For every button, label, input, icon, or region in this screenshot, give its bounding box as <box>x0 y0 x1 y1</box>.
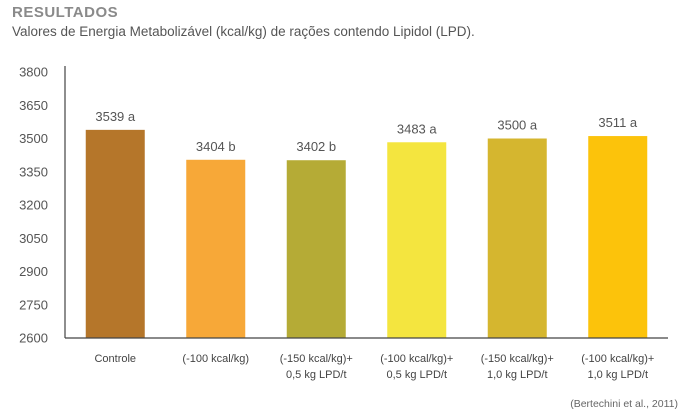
y-axis-ticks: 2600 2750 2900 3050 3200 3350 3500 3650 3800 <box>19 65 48 346</box>
x-tick-label: Controle <box>94 353 136 365</box>
bar <box>588 136 648 338</box>
data-label: 3539 a <box>95 109 136 124</box>
y-tick-label: 2600 <box>19 331 48 346</box>
bar <box>85 129 145 338</box>
bars <box>85 129 648 338</box>
x-tick-label: (-150 kcal/kg)+ 0,5 kg LPD/t <box>280 353 353 381</box>
bar <box>387 142 447 338</box>
data-label: 3402 b <box>296 139 336 154</box>
data-labels: 3539 a 3404 b 3402 b 3483 a 3500 a 3511 a <box>95 109 638 154</box>
data-label: 3500 a <box>497 118 538 133</box>
x-tick-label: (-100 kcal/kg) <box>182 353 249 365</box>
bar <box>487 138 547 338</box>
bar <box>186 159 246 338</box>
x-axis-ticks: Controle (-100 kcal/kg) (-150 kcal/kg)+ 0,5… <box>94 353 654 381</box>
y-tick-label: 3350 <box>19 164 48 179</box>
source-citation: (Bertechini et al., 2011) <box>570 398 678 410</box>
x-tick-label: (-100 kcal/kg)+ 0,5 kg LPD/t <box>380 353 453 381</box>
y-tick-label: 3500 <box>19 131 48 146</box>
data-label: 3483 a <box>397 121 438 136</box>
data-label: 3511 a <box>598 115 638 130</box>
y-tick-label: 2750 <box>19 297 48 312</box>
data-label: 3404 b <box>196 139 236 154</box>
section-heading: RESULTADOS <box>12 4 119 21</box>
y-tick-label: 3200 <box>19 198 48 213</box>
y-tick-label: 3650 <box>19 98 48 113</box>
x-tick-label: (-150 kcal/kg)+ 1,0 kg LPD/t <box>481 353 554 381</box>
x-tick-label: (-100 kcal/kg)+ 1,0 kg LPD/t <box>581 353 654 381</box>
chart-title: Valores de Energia Metabolizável (kcal/k… <box>12 24 475 39</box>
y-tick-label: 2900 <box>19 264 48 279</box>
y-tick-label: 3050 <box>19 231 48 246</box>
bar <box>286 160 346 338</box>
y-tick-label: 3800 <box>19 65 48 80</box>
